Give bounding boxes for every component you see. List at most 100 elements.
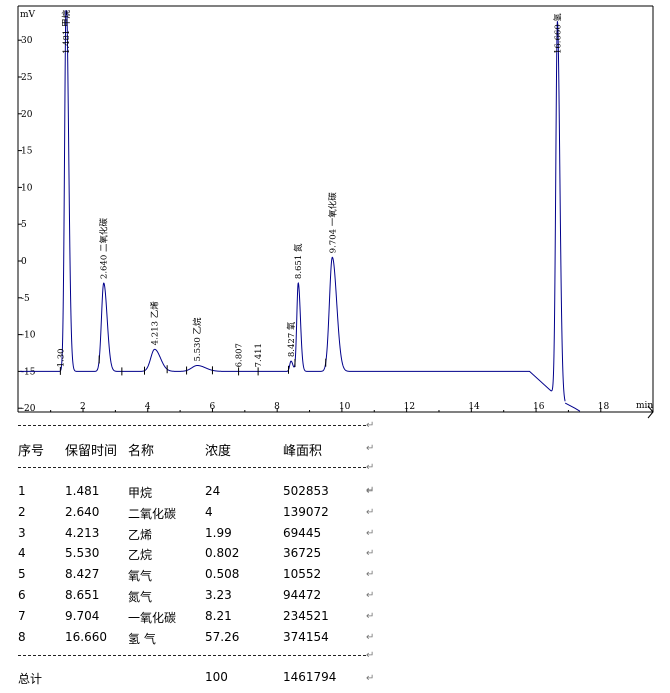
report-row: 7 9.704 一氧化碳 8.21 234521 ↵ xyxy=(0,609,670,627)
peak-label: 4.213 乙烯 xyxy=(150,301,161,346)
row-name: 二氧化碳 xyxy=(128,506,177,521)
row-concentration: 1.99 xyxy=(205,525,232,540)
row-index: 6 xyxy=(18,588,26,602)
peak-label: 16.660 氢 xyxy=(552,13,563,54)
row-peak-area: 139072 xyxy=(283,504,329,519)
peak-label: 5.530 乙烷 xyxy=(192,317,203,362)
row-index: 7 xyxy=(18,608,26,623)
dashed-divider xyxy=(18,655,366,656)
y-axis-ticks: 30 25 20 15 10 5 0 -5 -10 -15 -20 xyxy=(18,36,36,414)
chromatogram-chart: 30 25 20 15 10 5 0 -5 -10 -15 -20 2 4 6 8 10 12 14 16 18 1… xyxy=(17,5,654,419)
total-peak-area: 1461794 xyxy=(283,670,337,684)
return-mark: ↵ xyxy=(366,673,375,684)
y-tick-label: -5 xyxy=(21,294,30,304)
row-peak-area: 36725 xyxy=(283,546,322,561)
y-unit-label: mV xyxy=(20,10,36,20)
header-index: 序号 xyxy=(18,444,45,459)
header-name: 名称 xyxy=(128,444,155,459)
x-tick-label: 4 xyxy=(145,402,151,412)
row-retention-time: 16.660 xyxy=(65,629,107,644)
integration-marks xyxy=(59,355,327,376)
row-name: 氢 气 xyxy=(128,631,156,646)
row-concentration: 57.26 xyxy=(205,629,240,644)
report-row: 1 1.481 甲烷 24 502853 ↵ xyxy=(0,484,670,502)
x-tick-label: 14 xyxy=(468,402,480,412)
return-mark: ↵ xyxy=(366,527,375,539)
report-row: 8 16.660 氢 气 57.26 374154 ↵ xyxy=(0,630,670,648)
row-concentration: 3.23 xyxy=(205,588,232,602)
y-tick-label: 20 xyxy=(21,110,33,120)
row-peak-area: 374154 xyxy=(283,629,329,644)
row-retention-time: 5.530 xyxy=(65,546,100,561)
chromatogram-trace xyxy=(20,10,566,402)
y-tick-label: -10 xyxy=(21,331,36,341)
x-tick-label: 8 xyxy=(274,402,280,412)
row-concentration: 8.21 xyxy=(205,608,232,623)
y-tick-label: -15 xyxy=(21,367,36,377)
report-header-row: 序号 保留时间 名称 浓度 峰面积 ↵ xyxy=(0,440,670,459)
peak-label: 9.704 一氧化碳 xyxy=(327,192,338,254)
row-peak-area: 69445 xyxy=(283,525,322,540)
x-tick-label: 6 xyxy=(209,402,215,412)
report-row: 3 4.213 乙烯 1.99 69445 ↵ xyxy=(0,526,670,544)
row-peak-area: 10552 xyxy=(283,567,322,582)
row-retention-time: 4.213 xyxy=(65,525,100,540)
return-mark: ↵ xyxy=(366,610,375,622)
report-total-row: 总计 100 1461794 ↵ xyxy=(0,670,670,688)
total-label: 总计 xyxy=(18,672,43,686)
return-mark: ↵ xyxy=(366,631,375,643)
report-row: 5 8.427 氧气 0.508 10552 ↵ xyxy=(0,567,670,585)
report-row: 6 8.651 氮气 3.23 94472 ↵ xyxy=(0,588,670,606)
row-index: 5 xyxy=(18,567,26,582)
y-tick-label: -20 xyxy=(21,404,36,414)
x-tick-label: 16 xyxy=(533,402,545,412)
y-tick-label: 15 xyxy=(21,147,33,157)
dashed-divider xyxy=(18,425,366,426)
y-tick-label: 25 xyxy=(21,73,33,83)
return-mark: ↵ xyxy=(366,420,375,431)
row-name: 乙烯 xyxy=(128,527,153,542)
return-mark: ↵ xyxy=(366,548,375,560)
x-tick-label: 18 xyxy=(598,402,610,412)
row-name: 一氧化碳 xyxy=(128,610,177,625)
header-retention-time: 保留时间 xyxy=(65,444,118,459)
minor-peak-label: 7.411 xyxy=(254,343,264,367)
return-mark: ↵ xyxy=(366,462,375,473)
row-index: 3 xyxy=(18,525,26,540)
report-row: 2 2.640 二氧化碳 4 139072 ↵ xyxy=(0,505,670,523)
x-tick-label: 2 xyxy=(80,402,86,412)
minor-peak-label: 1.30 xyxy=(56,348,66,367)
row-retention-time: 9.704 xyxy=(65,608,100,623)
y-tick-label: 30 xyxy=(21,36,33,46)
total-concentration: 100 xyxy=(205,670,228,684)
header-peak-area: 峰面积 xyxy=(283,444,323,459)
row-peak-area: 234521 xyxy=(283,608,329,623)
row-concentration: 24 xyxy=(205,484,221,498)
peak-labels: 1.481 甲烷 2.640 二氧化碳 4.213 乙烯 5.530 乙烷 8.427 … xyxy=(56,9,563,367)
row-name: 甲烷 xyxy=(128,486,153,500)
baseline-drift xyxy=(564,402,581,412)
return-mark: ↵ xyxy=(366,506,375,518)
row-retention-time: 8.651 xyxy=(65,588,100,602)
minor-peak-label: 6.807 xyxy=(235,343,245,367)
x-unit-label: min xyxy=(636,401,653,411)
y-tick-label: 0 xyxy=(21,257,27,267)
row-retention-time: 2.640 xyxy=(65,504,100,519)
return-mark: ↵ xyxy=(366,569,375,581)
x-tick-label: 12 xyxy=(404,402,415,412)
report-row: 4 5.530 乙烷 0.802 36725 ↵ xyxy=(0,546,670,564)
row-name: 乙烷 xyxy=(128,548,153,563)
return-mark: ↵ xyxy=(366,443,375,454)
row-index: 1 xyxy=(18,484,26,498)
row-peak-area: 94472 xyxy=(283,588,322,602)
peak-label: 1.481 甲烷 xyxy=(61,9,72,54)
return-mark: ↵ xyxy=(366,590,375,601)
row-retention-time: 1.481 xyxy=(65,484,100,498)
row-name: 氮气 xyxy=(128,590,153,604)
return-mark: ↵ xyxy=(366,485,375,496)
row-index: 8 xyxy=(18,629,26,644)
return-mark: ↵ xyxy=(366,650,375,661)
x-axis-arrow xyxy=(647,405,654,419)
result-report: ↵ 序号 保留时间 名称 浓度 峰面积 ↵ ↵ ↵ 1 1.481 甲烷 24 5028… xyxy=(0,420,670,693)
row-concentration: 4 xyxy=(205,504,213,519)
